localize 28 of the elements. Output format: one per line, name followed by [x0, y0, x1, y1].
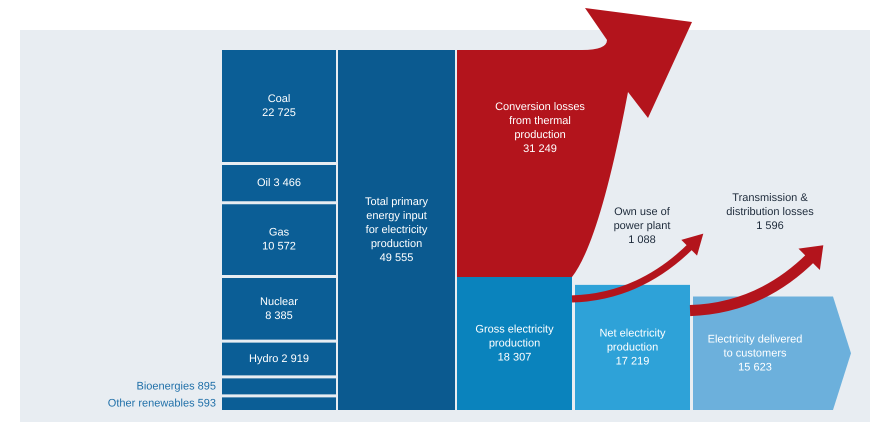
data-label: 10 572: [262, 240, 296, 253]
data-label: 1 088: [628, 234, 656, 246]
category-label: Gross electricity production: [475, 324, 554, 350]
data-label: 17 219: [616, 355, 650, 368]
category-label: Transmission & distribution losses: [726, 192, 814, 218]
category-label: Bioenergies: [136, 380, 196, 392]
data-label: 2 919: [281, 353, 309, 366]
data-label: 593: [198, 398, 216, 410]
category-label: Net electricity production: [599, 327, 666, 354]
category-label: Total primary energy input for electricity production: [365, 196, 428, 250]
category-label: Electricity delivered to customers: [708, 333, 802, 360]
data-label: 3 466: [273, 177, 302, 190]
category-label: Other renewables: [108, 398, 196, 410]
category-label: Oil: [256, 177, 270, 190]
category-label: Gas: [268, 226, 290, 239]
data-label: 15 623: [738, 361, 772, 374]
data-label: 22 725: [262, 107, 296, 120]
category-label: Own use of power plant: [614, 206, 671, 232]
data-label: 8 385: [265, 310, 293, 322]
category-label: Coal: [268, 93, 290, 106]
data-label: 895: [198, 380, 216, 392]
data-label: 31 249: [523, 143, 557, 156]
data-label: 18 307: [498, 352, 532, 364]
data-label: 1 596: [756, 220, 784, 232]
category-label: Hydro: [249, 353, 278, 366]
category-label: Conversion losses from thermal production: [495, 101, 586, 142]
category-label: Nuclear: [260, 296, 298, 308]
data-label: 49 555: [380, 252, 414, 264]
